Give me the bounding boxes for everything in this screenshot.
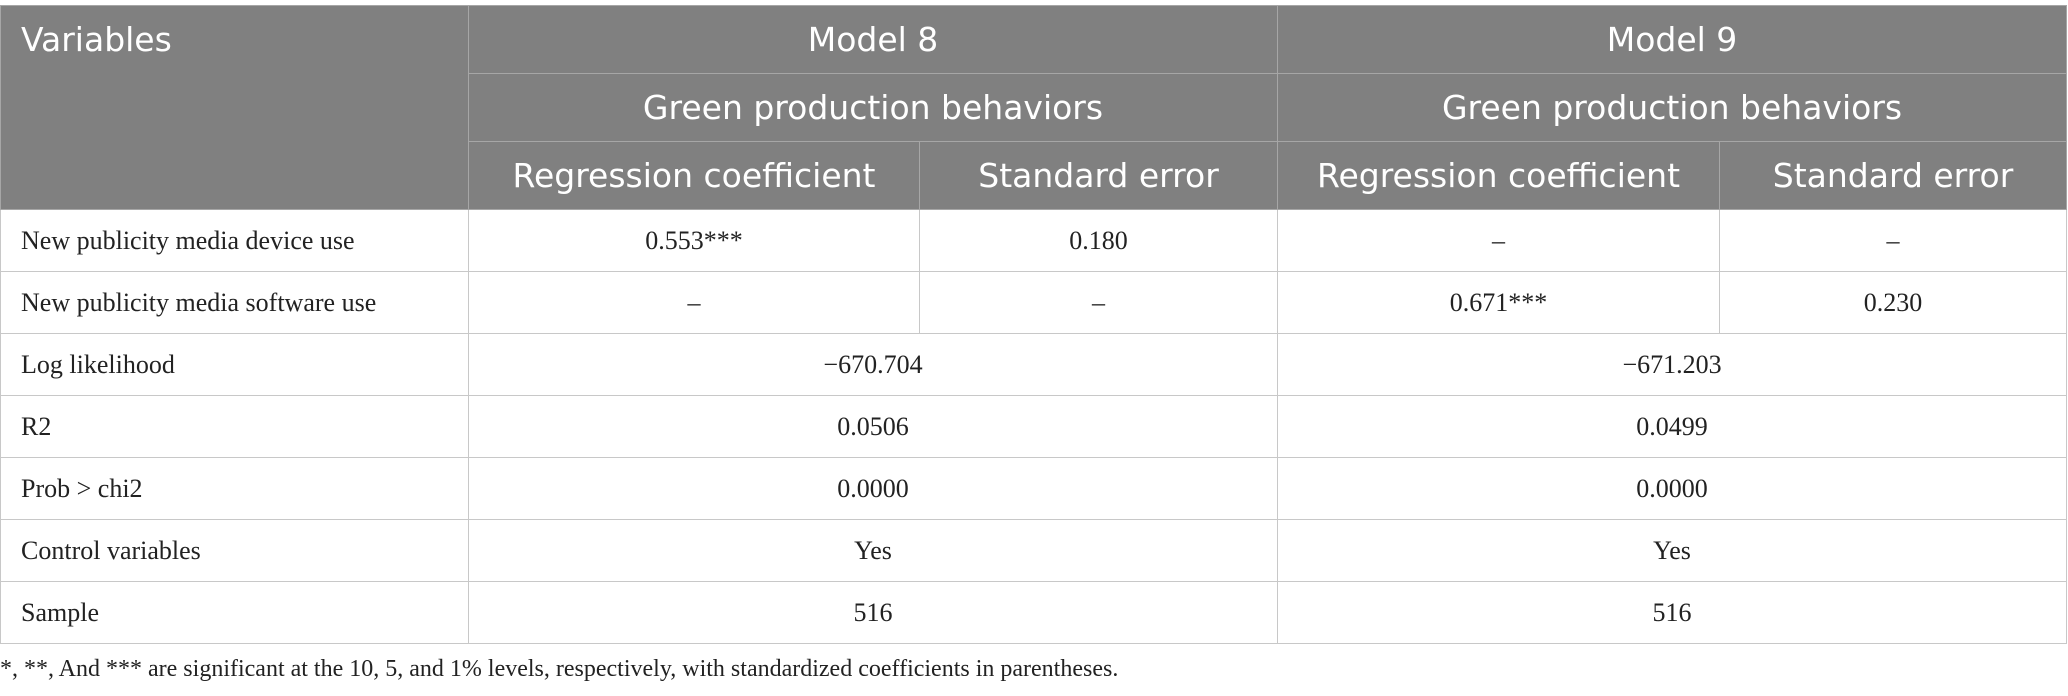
cell: 516: [467, 581, 1279, 644]
cell: 0.180: [918, 209, 1279, 272]
table-row: Log likelihood −670.704 −671.203: [0, 333, 2068, 396]
footnote: *, **, And *** are significant at the 10…: [0, 656, 1119, 682]
row-label: Prob > chi2: [0, 457, 469, 520]
header-cell: Standard error: [918, 141, 1279, 210]
header-cell: Variables: [0, 5, 469, 210]
cell: 0.230: [1719, 271, 2068, 334]
table-row: New publicity media device use 0.553*** 0.…: [0, 209, 2068, 272]
header-cell: Standard error: [1719, 141, 2068, 210]
row-label: R2: [0, 395, 469, 458]
header-cell: Model 8: [467, 5, 1279, 74]
cell: −671.203: [1277, 333, 2068, 396]
cell: 0.0000: [1277, 457, 2068, 520]
row-label: New publicity media device use: [0, 209, 469, 272]
cell: –: [1277, 209, 1721, 272]
table-row: R2 0.0506 0.0499: [0, 395, 2068, 458]
cell: –: [1719, 209, 2068, 272]
row-label: Control variables: [0, 519, 469, 582]
row-label: Log likelihood: [0, 333, 469, 396]
cell: 0.671***: [1277, 271, 1721, 334]
table-row: New publicity media software use – –0.671*…: [0, 271, 2068, 334]
table-row: Prob > chi2 0.0000 0.0000: [0, 457, 2068, 520]
cell: Yes: [1277, 519, 2068, 582]
header-cell: Model 9: [1277, 5, 2068, 74]
cell: −670.704: [467, 333, 1279, 396]
cell: 0.0506: [467, 395, 1279, 458]
header-cell: Regression coefficient: [1277, 141, 1721, 210]
cell: 516: [1277, 581, 2068, 644]
row-label: New publicity media software use: [0, 271, 469, 334]
header-cell: Regression coefficient: [468, 141, 920, 210]
cell: –: [468, 271, 920, 334]
cell: –: [918, 271, 1279, 334]
row-label: Sample: [0, 581, 469, 644]
cell: 0.553***: [468, 209, 920, 272]
cell: 0.0499: [1277, 395, 2068, 458]
header-cell: Green production behaviors: [467, 73, 1279, 142]
cell: Yes: [467, 519, 1279, 582]
header-cell: Green production behaviors: [1277, 73, 2068, 142]
results-table: Variables Model 8 Model 9 Green producti…: [0, 5, 2068, 644]
cell: 0.0000: [467, 457, 1279, 520]
table-row: Sample 516 516: [0, 581, 2068, 644]
table-row: Control variables Yes Yes: [0, 519, 2068, 582]
